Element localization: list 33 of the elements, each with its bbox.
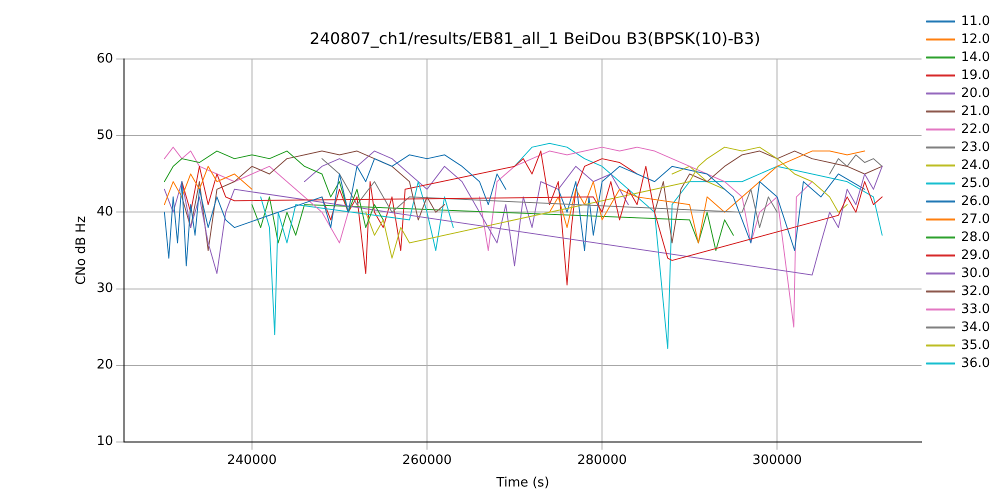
x-tick-label: 280000: [577, 452, 627, 468]
y-tick-label: 30: [96, 281, 114, 296]
legend-label: 27.0: [961, 212, 990, 227]
legend-label: 20.0: [961, 86, 990, 101]
legend-label: 19.0: [961, 68, 990, 83]
x-tick-label: 300000: [752, 452, 802, 468]
y-tick-label: 40: [96, 204, 114, 220]
y-tick-label: 10: [96, 434, 114, 450]
legend-label: 24.0: [961, 158, 990, 173]
y-tick-label: 60: [96, 52, 114, 67]
x-tick-label: 240000: [227, 452, 277, 468]
legend-label: 12.0: [961, 32, 990, 47]
legend-label: 33.0: [961, 302, 990, 317]
x-axis-title: Time (s): [495, 476, 550, 491]
legend-label: 23.0: [961, 140, 990, 155]
legend-label: 25.0: [961, 176, 990, 191]
y-tick-label: 20: [96, 358, 114, 373]
legend-label: 21.0: [961, 104, 990, 119]
legend-label: 35.0: [961, 338, 990, 353]
chart-title: 240807_ch1/results/EB81_all_1 BeiDou B3(BPSK(10)-B3): [310, 28, 760, 48]
y-tick-label: 50: [96, 128, 114, 144]
y-axis-title: CNo dB Hz: [74, 216, 90, 285]
legend-label: 22.0: [961, 122, 990, 137]
legend-label: 34.0: [961, 320, 990, 335]
legend-label: 14.0: [961, 50, 990, 65]
legend-label: 28.0: [961, 230, 990, 245]
legend-label: 26.0: [961, 194, 990, 209]
x-tick-label: 260000: [402, 452, 452, 468]
legend-label: 32.0: [961, 284, 990, 299]
legend-label: 36.0: [961, 356, 990, 371]
legend-label: 29.0: [961, 248, 990, 263]
legend-label: 11.0: [961, 14, 990, 29]
legend-label: 30.0: [961, 266, 990, 281]
